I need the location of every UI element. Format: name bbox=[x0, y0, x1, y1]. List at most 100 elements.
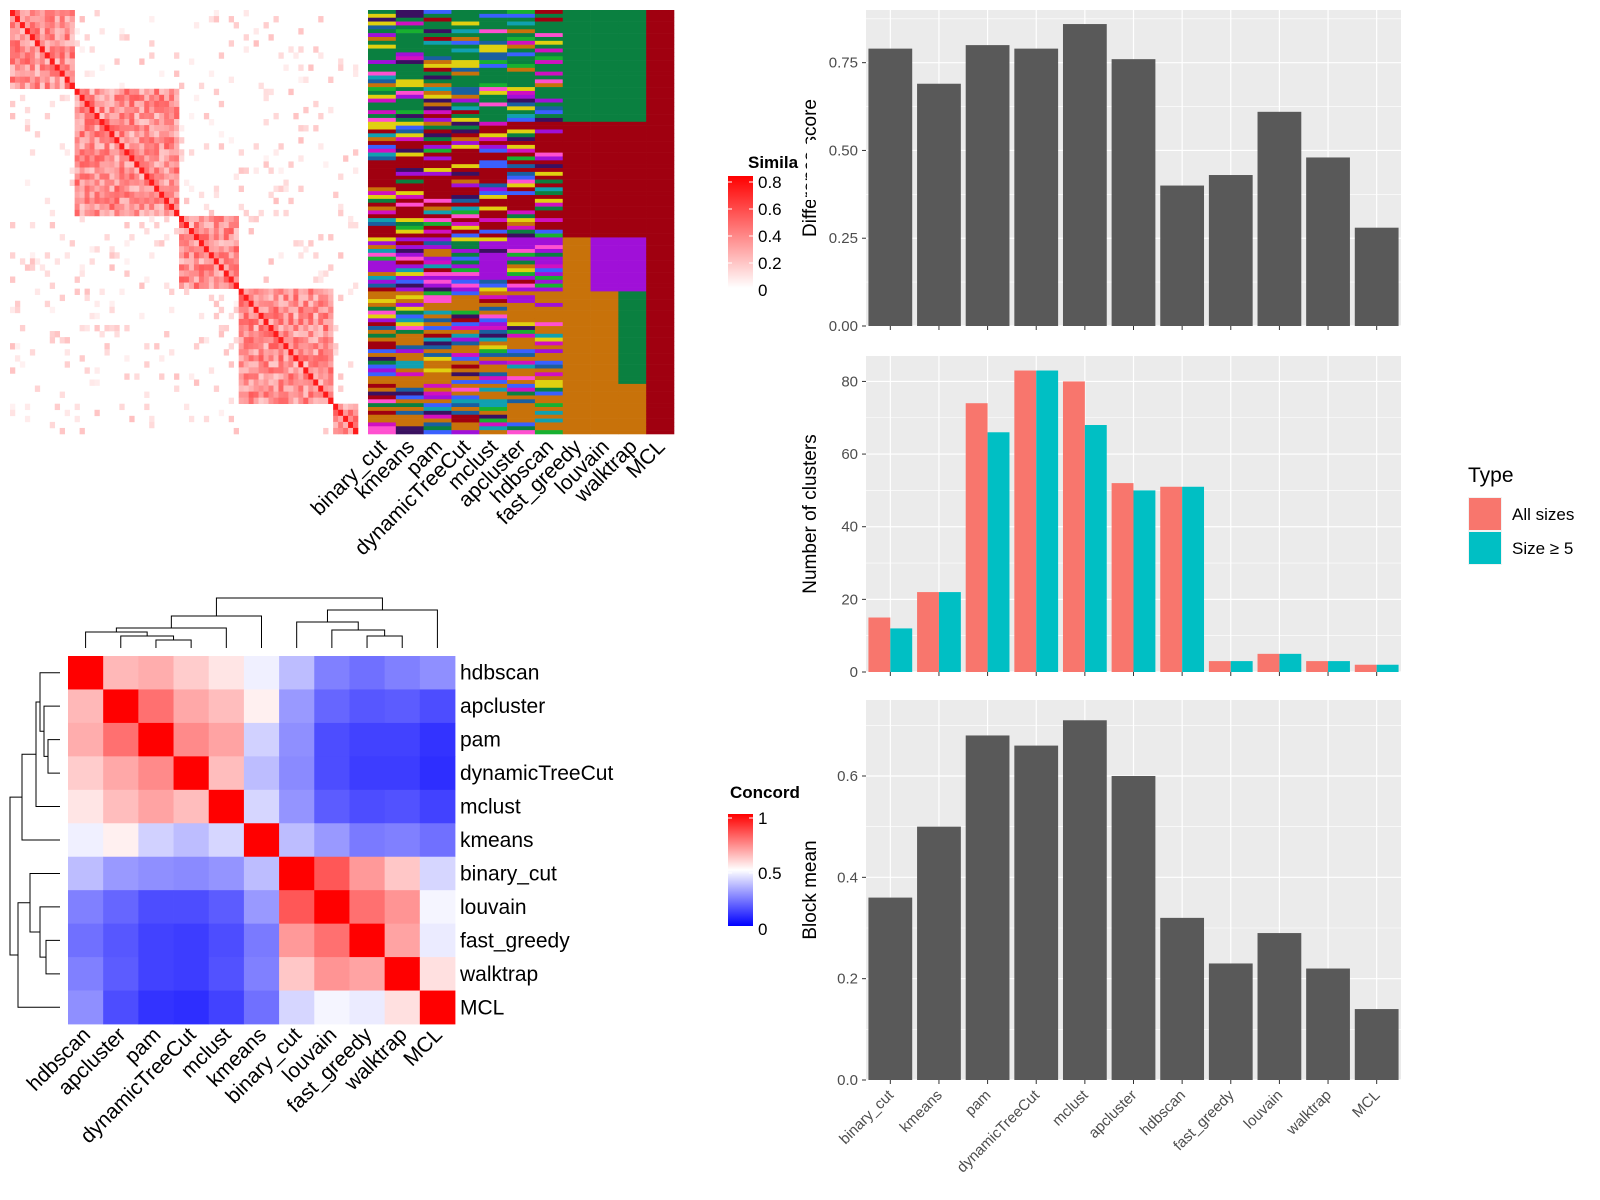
similarity-cell bbox=[213, 270, 220, 277]
annotation-cell bbox=[534, 395, 564, 400]
annotation-cell bbox=[451, 333, 480, 338]
annotation-cell bbox=[395, 75, 424, 80]
similarity-cell bbox=[29, 16, 36, 23]
annotation-cell bbox=[562, 67, 591, 72]
similarity-cell bbox=[333, 343, 339, 350]
similarity-cell bbox=[253, 343, 259, 350]
similarity-cell bbox=[233, 306, 239, 314]
annotation-cell bbox=[479, 137, 508, 142]
concordance-row-label: mclust bbox=[460, 796, 521, 819]
similarity-cell bbox=[278, 143, 284, 150]
similarity-cell bbox=[218, 240, 225, 247]
annotation-cell bbox=[395, 426, 424, 431]
annotation-cell bbox=[368, 302, 397, 308]
annotation-cell bbox=[368, 171, 397, 177]
annotation-cell bbox=[590, 291, 619, 296]
annotation-cell bbox=[534, 110, 564, 115]
annotation-cell bbox=[423, 83, 452, 88]
annotation-cell bbox=[395, 430, 424, 435]
annotation-cell bbox=[618, 156, 647, 161]
similarity-cell bbox=[24, 46, 31, 53]
similarity-cell bbox=[228, 246, 235, 253]
annotation-cell bbox=[507, 302, 536, 308]
similarity-cell bbox=[323, 331, 329, 338]
similarity-cell bbox=[288, 391, 294, 398]
similarity-cell bbox=[74, 209, 80, 217]
annotation-cell bbox=[368, 198, 397, 204]
annotation-cell bbox=[395, 256, 424, 261]
annotation-cell bbox=[423, 129, 452, 134]
annotation-cell bbox=[646, 337, 675, 342]
annotation-cell bbox=[423, 48, 452, 53]
similarity-cell bbox=[14, 306, 21, 314]
similarity-cell bbox=[124, 191, 130, 199]
similarity-cell bbox=[203, 270, 210, 277]
similarity-cell bbox=[263, 379, 269, 386]
annotation-cell bbox=[534, 164, 564, 169]
similarity-cell bbox=[139, 197, 145, 205]
annotation-cell bbox=[507, 356, 536, 362]
similarity-cell bbox=[343, 415, 349, 423]
annotation-cell bbox=[368, 360, 397, 365]
similarity-cell bbox=[124, 209, 130, 217]
similarity-cell bbox=[248, 391, 254, 398]
annotation-cell bbox=[395, 329, 424, 335]
similarity-cell bbox=[94, 203, 100, 211]
annotation-cell bbox=[618, 125, 647, 130]
annotation-cell bbox=[507, 141, 536, 146]
annotation-cell bbox=[590, 144, 619, 150]
similarity-cell bbox=[308, 373, 314, 380]
annotation-cell bbox=[534, 198, 564, 204]
annotation-cell bbox=[451, 214, 480, 219]
similarity-cell bbox=[278, 349, 284, 356]
similarity-cell bbox=[74, 173, 80, 180]
concordance-cell bbox=[173, 789, 210, 824]
similarity-cell bbox=[333, 191, 339, 199]
similarity-cell bbox=[288, 397, 294, 405]
annotation-cell bbox=[562, 198, 591, 204]
similarity-cell bbox=[258, 355, 264, 362]
similarity-cell bbox=[218, 324, 225, 332]
similarity-cell bbox=[263, 391, 269, 398]
similarity-cell bbox=[184, 258, 190, 265]
similarity-cell bbox=[34, 46, 41, 53]
similarity-cell bbox=[49, 22, 56, 29]
similarity-cell bbox=[353, 70, 359, 77]
similarity-cell bbox=[278, 379, 284, 386]
similarity-cell bbox=[283, 349, 289, 356]
annotation-cell bbox=[534, 10, 564, 15]
annotation-cell bbox=[507, 83, 536, 88]
similarity-cell bbox=[49, 28, 56, 35]
annotation-cell bbox=[646, 63, 675, 69]
similarity-cell bbox=[39, 40, 46, 47]
similarity-cell bbox=[308, 349, 314, 356]
annotation-cell bbox=[423, 21, 452, 26]
annotation-cell bbox=[395, 141, 424, 146]
similarity-cell bbox=[99, 155, 105, 162]
block-mean-x-tick-label: MCL bbox=[1349, 1087, 1383, 1121]
annotation-cell bbox=[368, 175, 397, 180]
similarity-cell bbox=[149, 100, 155, 108]
annotation-cell bbox=[590, 349, 619, 354]
annotation-cell bbox=[451, 206, 480, 211]
annotation-cell bbox=[507, 395, 536, 400]
annotation-cell bbox=[562, 291, 591, 296]
similarity-cell bbox=[84, 288, 90, 295]
annotation-cell bbox=[395, 25, 424, 30]
similarity-cell bbox=[64, 252, 70, 259]
similarity-cell bbox=[208, 367, 215, 374]
type-legend-label: Size ≥ 5 bbox=[1512, 539, 1573, 558]
similarity-cell bbox=[79, 16, 85, 23]
similarity-cell bbox=[149, 173, 155, 180]
similarity-cell bbox=[139, 161, 145, 168]
annotation-cell bbox=[507, 364, 536, 369]
concordance-cell bbox=[208, 656, 245, 690]
similarity-cell bbox=[84, 173, 90, 180]
similarity-cell bbox=[79, 427, 85, 435]
similarity-cell bbox=[154, 100, 160, 108]
similarity-cell bbox=[243, 312, 249, 320]
number-of-clusters-bar-size-ge5 bbox=[1133, 490, 1156, 672]
similarity-cell bbox=[79, 185, 85, 193]
similarity-cell bbox=[94, 179, 100, 186]
annotation-cell bbox=[590, 90, 619, 96]
